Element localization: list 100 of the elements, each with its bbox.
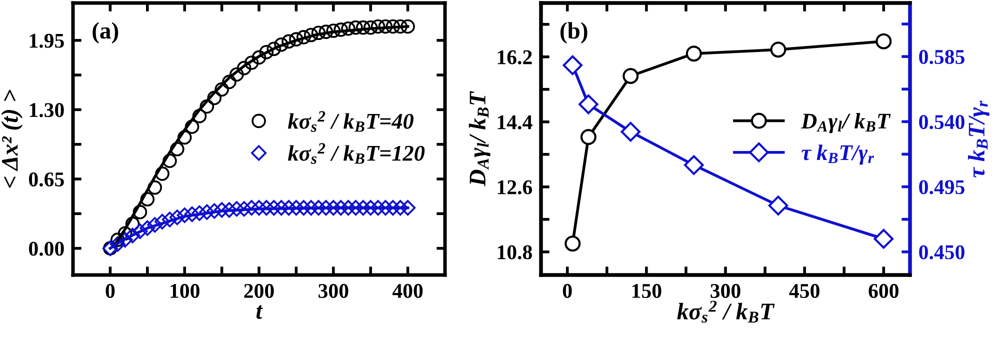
point xyxy=(400,200,416,216)
point xyxy=(132,204,148,220)
y2-tick-label: 0.495 xyxy=(919,180,964,194)
y-axis-title: < Δx² (t) > xyxy=(1,90,23,188)
point xyxy=(228,201,244,217)
y-tick-label: 10.8 xyxy=(498,245,532,260)
point xyxy=(274,37,288,52)
point xyxy=(266,200,282,216)
point xyxy=(393,19,408,34)
point xyxy=(162,212,178,228)
point xyxy=(303,200,319,216)
point xyxy=(192,205,208,221)
point xyxy=(236,60,252,76)
point xyxy=(370,200,386,216)
x-tick-label: 100 xyxy=(170,284,200,298)
point xyxy=(147,217,163,233)
point xyxy=(148,180,162,195)
x-tick-label: 300 xyxy=(318,284,348,298)
point xyxy=(154,214,170,230)
point xyxy=(266,42,282,56)
y-tick-label: 1.30 xyxy=(30,103,64,118)
point xyxy=(132,223,148,240)
point xyxy=(770,42,786,58)
x-tick-label: 400 xyxy=(392,284,423,298)
point xyxy=(562,55,583,76)
point xyxy=(348,200,364,216)
point xyxy=(169,210,185,226)
point xyxy=(392,200,408,216)
point xyxy=(378,19,393,34)
point xyxy=(110,232,125,247)
point xyxy=(118,226,132,241)
point xyxy=(378,200,394,216)
point xyxy=(177,130,192,145)
point xyxy=(310,200,326,216)
y2-tick-label: 0.450 xyxy=(919,245,964,260)
point xyxy=(288,200,304,216)
point xyxy=(236,201,252,217)
point xyxy=(162,154,177,168)
y-tick-label: 16.2 xyxy=(498,50,532,64)
point xyxy=(184,120,200,134)
point xyxy=(192,108,207,124)
point xyxy=(341,21,356,36)
point xyxy=(622,68,639,84)
y2-axis-title: τ k$_{B}$T/γ$_{r}$ xyxy=(968,100,990,178)
legend-label: D$_{A}$γ$_{l}$/ k$_{B}$T xyxy=(800,113,891,134)
point xyxy=(564,236,581,252)
y2-tick-label: 0.585 xyxy=(919,50,964,64)
x-axis-title: t xyxy=(256,305,263,319)
point xyxy=(184,206,200,222)
legend-label: τ k$_{B}$T/γ$_{r}$ xyxy=(802,144,874,165)
x-tick-label: 200 xyxy=(244,284,274,298)
point xyxy=(252,50,266,65)
point xyxy=(206,203,222,219)
annotation: (a) xyxy=(92,22,118,44)
point xyxy=(356,20,370,35)
y2-tick-label: 0.540 xyxy=(919,115,964,130)
x-tick-label: 300 xyxy=(710,284,740,298)
point xyxy=(578,94,598,114)
y-tick-label: 0.00 xyxy=(29,242,64,256)
point xyxy=(140,220,156,236)
point xyxy=(230,67,244,82)
point xyxy=(400,19,415,34)
point xyxy=(125,216,140,231)
point xyxy=(385,200,401,216)
point xyxy=(684,155,704,175)
point xyxy=(155,166,170,181)
point xyxy=(768,196,788,216)
point xyxy=(874,228,894,249)
point xyxy=(340,200,356,216)
point xyxy=(348,20,363,35)
point xyxy=(200,99,214,114)
point xyxy=(214,202,230,218)
point xyxy=(110,236,126,252)
point xyxy=(620,122,640,142)
point xyxy=(289,32,304,46)
point xyxy=(686,46,702,62)
legend-label: kσ$_{s}$$^{2}$ / k$_{B}$T=120 xyxy=(288,143,425,164)
point xyxy=(296,200,312,216)
point xyxy=(326,200,342,216)
point xyxy=(221,202,238,218)
x-tick-label: 600 xyxy=(868,284,898,298)
point xyxy=(124,228,140,244)
point xyxy=(140,192,155,206)
point xyxy=(280,200,297,216)
point xyxy=(244,56,259,70)
point xyxy=(296,30,311,44)
y-tick-label: 14.4 xyxy=(498,115,532,130)
point xyxy=(333,200,349,216)
y-tick-label: 12.6 xyxy=(498,180,532,194)
point xyxy=(311,26,326,40)
point xyxy=(258,200,274,216)
y-tick-label: 1.95 xyxy=(30,34,64,48)
point xyxy=(334,22,348,37)
point xyxy=(318,24,334,39)
point xyxy=(282,34,296,49)
point xyxy=(304,28,318,42)
point xyxy=(176,207,192,224)
y-axis-title: D$_{A}$γ$_{l}$/ k$_{B}$T xyxy=(468,91,490,186)
point xyxy=(117,232,133,248)
point xyxy=(207,90,222,106)
